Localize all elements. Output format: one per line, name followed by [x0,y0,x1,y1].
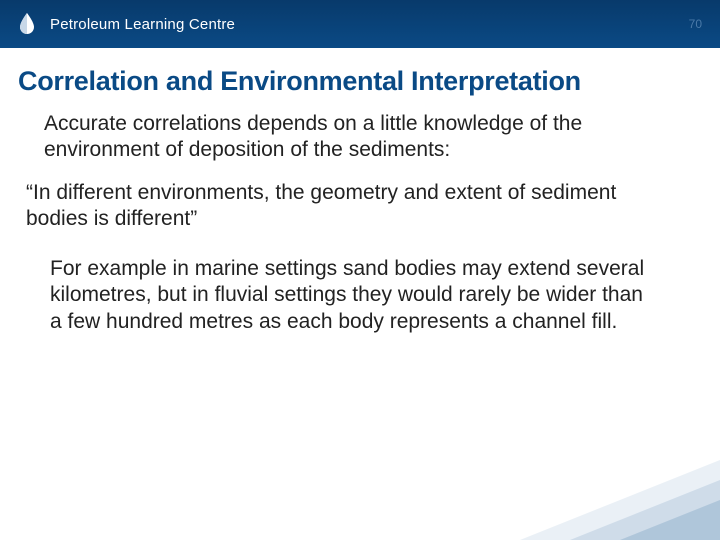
page-number: 70 [689,17,702,31]
example-paragraph: For example in marine settings sand bodi… [50,256,654,335]
logo-area: Petroleum Learning Centre [14,11,235,37]
slide-title: Correlation and Environmental Interpreta… [18,66,692,97]
slide-content: Correlation and Environmental Interpreta… [0,48,720,335]
quote-paragraph: “In different environments, the geometry… [26,180,652,233]
header-bar: Petroleum Learning Centre 70 [0,0,720,48]
droplet-logo-icon [14,11,40,37]
intro-paragraph: Accurate correlations depends on a littl… [44,111,662,164]
brand-text: Petroleum Learning Centre [50,16,235,33]
corner-decoration [460,420,720,540]
